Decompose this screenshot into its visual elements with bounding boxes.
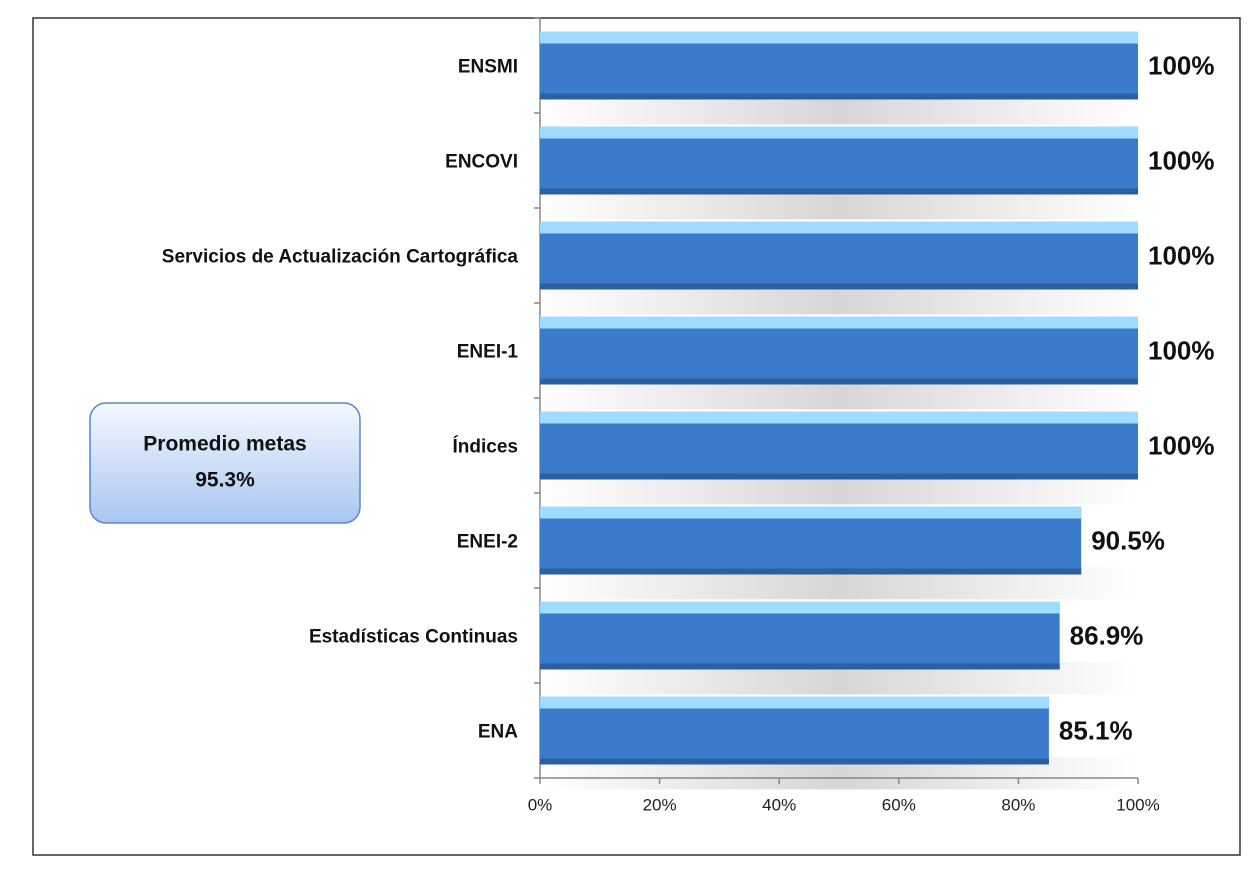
y-tick-label: ENEI-1 bbox=[457, 342, 519, 363]
bar-highlight bbox=[540, 221, 1138, 234]
bar-highlight bbox=[540, 411, 1138, 424]
value-label: 100% bbox=[1148, 240, 1215, 270]
bar-highlight bbox=[540, 601, 1060, 614]
y-tick-label: Índices bbox=[453, 436, 518, 458]
bar-highlight bbox=[540, 316, 1138, 329]
value-label: 100% bbox=[1148, 50, 1215, 80]
bar-shade bbox=[540, 473, 1138, 480]
value-label: 86.9% bbox=[1070, 620, 1144, 650]
y-tick-label: ENCOVI bbox=[445, 152, 518, 173]
bar-shade bbox=[540, 283, 1138, 290]
bar-shade bbox=[540, 93, 1138, 100]
annotation-title: Promedio metas bbox=[143, 433, 306, 456]
bar-shade bbox=[540, 188, 1138, 195]
bar-highlight bbox=[540, 31, 1138, 44]
y-tick-label: ENA bbox=[478, 722, 518, 743]
y-tick-label: Estadísticas Continuas bbox=[309, 627, 518, 648]
x-tick-label: 80% bbox=[1001, 795, 1035, 814]
annotation-value: 95.3% bbox=[195, 469, 255, 492]
y-tick-label: ENEI-2 bbox=[457, 532, 518, 553]
bar-shade bbox=[540, 663, 1060, 670]
value-label: 100% bbox=[1148, 430, 1215, 460]
x-tick-label: 100% bbox=[1116, 795, 1159, 814]
bar-highlight bbox=[540, 126, 1138, 139]
x-tick-label: 0% bbox=[528, 795, 553, 814]
value-label: 100% bbox=[1148, 335, 1215, 365]
annotation-frame bbox=[89, 402, 361, 524]
bar-highlight bbox=[540, 506, 1082, 519]
bar-shade bbox=[540, 378, 1138, 385]
value-label: 85.1% bbox=[1059, 715, 1133, 745]
y-tick-label: Servicios de Actualización Cartográfica bbox=[162, 247, 519, 268]
y-tick-label: ENSMI bbox=[458, 57, 518, 78]
bar-shade bbox=[540, 758, 1049, 765]
bar-shade bbox=[540, 568, 1082, 575]
x-tick-label: 20% bbox=[643, 795, 677, 814]
x-tick-label: 40% bbox=[762, 795, 796, 814]
annotation-box: Promedio metas 95.3% bbox=[89, 402, 361, 524]
value-label: 100% bbox=[1148, 145, 1215, 175]
bar-highlight bbox=[540, 696, 1049, 709]
value-label: 90.5% bbox=[1091, 525, 1165, 555]
x-tick-label: 60% bbox=[882, 795, 916, 814]
